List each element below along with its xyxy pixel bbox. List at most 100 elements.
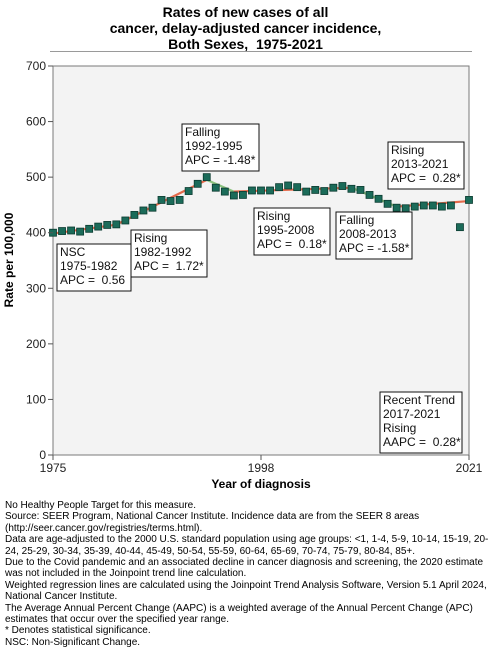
data-point[interactable] (284, 181, 293, 190)
recent-trend-annotation-text: Rising (383, 421, 416, 435)
recent-trend-annotation-text: Recent Trend (383, 393, 455, 407)
chart-title: Rates of new cases of all cancer, delay-… (0, 4, 491, 52)
y-tick-label: 500 (26, 170, 46, 184)
trend-annotation-text: Rising (391, 143, 424, 157)
data-point[interactable] (157, 196, 166, 204)
data-point[interactable] (229, 191, 238, 200)
recent-trend-annotation-frame (379, 391, 463, 454)
y-tick-label: 200 (26, 337, 46, 351)
trend-annotation-frame (387, 141, 465, 190)
trend-annotation-text: Rising (257, 209, 290, 223)
trend-annotation-text: APC = 0.18* (257, 237, 327, 251)
data-point[interactable] (383, 199, 392, 208)
data-point[interactable] (419, 201, 428, 210)
data-point[interactable] (130, 211, 139, 219)
trend-annotation-text: APC = -1.58* (339, 241, 410, 255)
data-point[interactable] (410, 202, 419, 211)
data-point[interactable] (139, 206, 148, 215)
trend-annotation-text: NSC (60, 245, 86, 259)
trend-annotation-text: APC = 1.72* (134, 259, 204, 273)
data-point[interactable] (85, 224, 94, 233)
footnote: Data are age-adjusted to the 2000 U.S. s… (5, 534, 489, 557)
footnotes: No Healthy People Target for this measur… (5, 500, 489, 648)
data-point[interactable] (193, 179, 202, 188)
data-points (49, 173, 473, 237)
y-axis-label: Rate per 100,000 (2, 212, 16, 307)
axes: 0 100 200 300 400 500 600 700 1975 1998 2021 (26, 59, 483, 475)
footnote: No Healthy People Target for this measur… (5, 500, 197, 511)
trend-annotation-text: Falling (185, 125, 220, 139)
footnote: The Average Annual Percent Change (AAPC)… (5, 602, 473, 626)
data-point[interactable] (456, 223, 464, 232)
footnote: Source: SEER Program, National Cancer In… (5, 511, 420, 534)
x-tick-label: 1998 (248, 461, 275, 475)
chart-title-line-3: Both Sexes, 1975-2021 (168, 36, 323, 52)
data-point[interactable] (202, 173, 211, 182)
trend-annotation-text: 2013-2021 (391, 157, 449, 171)
trend-annotation-frame (130, 229, 208, 278)
data-point[interactable] (447, 201, 455, 210)
chart-title-line-2: cancer, delay-adjusted cancer incidence, (109, 20, 382, 36)
chart-title-line-1: Rates of new cases of all (162, 4, 329, 20)
trend-annotation-text: 1992-1995 (185, 139, 243, 153)
data-point[interactable] (437, 202, 446, 211)
trend-annotation-text: Rising (134, 231, 167, 245)
trend-annotation-text: APC = 0.28* (391, 171, 461, 185)
data-point[interactable] (329, 183, 338, 192)
data-point[interactable] (121, 216, 130, 225)
data-point[interactable] (392, 203, 401, 212)
x-tick-label: 2021 (456, 461, 483, 475)
data-point[interactable] (166, 197, 175, 205)
data-point[interactable] (211, 183, 220, 192)
data-point[interactable] (112, 220, 121, 229)
data-point[interactable] (356, 186, 365, 194)
data-point[interactable] (428, 201, 437, 210)
data-point[interactable] (94, 222, 103, 231)
data-point[interactable] (365, 191, 374, 199)
data-point[interactable] (338, 182, 347, 190)
data-point[interactable] (311, 186, 320, 194)
data-point[interactable] (67, 226, 75, 235)
data-point[interactable] (76, 227, 85, 236)
data-point[interactable] (374, 194, 383, 203)
data-point[interactable] (239, 191, 247, 199)
trend-annotation-text: 2008-2013 (339, 227, 397, 241)
y-tick-label: 100 (26, 392, 46, 406)
data-point[interactable] (302, 187, 311, 196)
footnote: Due to the Covid pandemic and an associa… (5, 557, 484, 580)
footnote: Weighted regression lines are calculated… (5, 579, 487, 603)
data-point[interactable] (293, 183, 302, 192)
trend-annotation-frame (181, 123, 260, 172)
data-point[interactable] (320, 187, 329, 195)
data-point[interactable] (175, 196, 184, 204)
x-tick-label: 1975 (40, 461, 67, 475)
y-tick-label: 0 (39, 448, 46, 462)
trend-annotation-text: 1995-2008 (257, 223, 315, 237)
x-axis-label: Year of diagnosis (211, 477, 311, 491)
data-point[interactable] (103, 221, 112, 229)
title-divider (50, 51, 472, 52)
data-point[interactable] (347, 184, 356, 193)
trend-annotation-text: 1975-1982 (60, 259, 118, 273)
data-point[interactable] (248, 186, 256, 195)
data-point[interactable] (257, 186, 265, 195)
data-point[interactable] (220, 187, 229, 196)
y-tick-label: 600 (26, 115, 46, 129)
data-point[interactable] (275, 183, 283, 192)
data-point[interactable] (184, 187, 193, 195)
trend-annotation-text: APC = 0.56 (60, 273, 125, 287)
data-point[interactable] (266, 186, 274, 195)
data-point[interactable] (148, 203, 157, 212)
data-point[interactable] (465, 196, 473, 204)
data-point[interactable] (401, 204, 410, 213)
data-point[interactable] (58, 227, 66, 235)
footnote: NSC: Non-Significant Change. (5, 636, 141, 648)
trend-annotation-text: 1982-1992 (134, 245, 192, 259)
footnote: * Denotes statistical significance. (5, 625, 151, 637)
